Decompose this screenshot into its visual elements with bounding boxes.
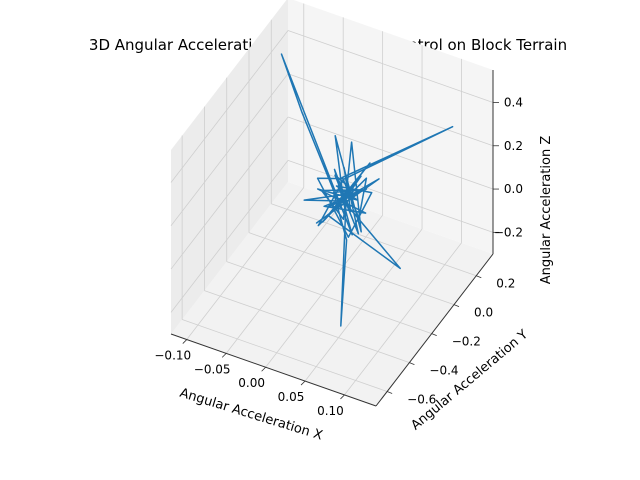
x-tick-mark xyxy=(261,366,266,372)
y-tick-label: 0.2 xyxy=(496,277,515,291)
floor-pane xyxy=(171,182,493,406)
x-tick-mark xyxy=(300,380,306,386)
z-tick-label: 0.2 xyxy=(504,139,523,153)
y-tick-label: −0.2 xyxy=(452,335,481,349)
y-gridline-floor xyxy=(271,203,477,277)
y-gridline-floor xyxy=(204,290,410,363)
y-tick-label: −0.4 xyxy=(429,364,458,378)
y-tick-label: −0.6 xyxy=(407,393,436,407)
z-gridline-back xyxy=(287,30,494,103)
z-tick-label: 0.4 xyxy=(504,95,523,109)
y-gridline-floor xyxy=(182,319,388,392)
z-gridline-left xyxy=(170,160,289,313)
z-gridline-back xyxy=(287,159,494,233)
z-gridline-left xyxy=(170,116,289,270)
y-gridline-floor xyxy=(226,261,432,334)
x-gridline-floor xyxy=(344,242,462,396)
z-gridline-left xyxy=(170,73,289,227)
x-tick-mark xyxy=(182,339,188,344)
series-line xyxy=(280,53,454,327)
axis-lines xyxy=(170,70,499,407)
x-tick-mark xyxy=(340,394,345,400)
y-gridline-floor xyxy=(248,232,455,306)
x-tick-label: 0.10 xyxy=(317,404,344,418)
tick-labels: −0.10−0.05 0.00 0.05 0.10 −0.6 −0.4 −0.2 0.0 0.2… xyxy=(154,95,523,417)
y-tick-mark xyxy=(386,391,393,394)
gridlines xyxy=(170,3,494,396)
x-tick-label: −0.10 xyxy=(154,349,191,363)
y-tick-mark xyxy=(431,333,437,336)
x-gridline-floor xyxy=(225,201,344,354)
plot-area xyxy=(280,53,454,327)
z-axis-label: Angular Acceleration Z xyxy=(539,136,554,285)
z-tick-label: −0.2 xyxy=(494,225,523,239)
x-tick-mark xyxy=(221,353,227,358)
x-tick-label: 0.05 xyxy=(278,390,305,404)
x-gridline-floor xyxy=(304,228,423,382)
y-tick-mark xyxy=(409,362,415,365)
y-tick-label: 0.0 xyxy=(474,306,493,320)
z-gridline-left xyxy=(170,30,289,183)
y-axis-line xyxy=(375,253,494,407)
y-tick-mark xyxy=(476,275,482,279)
x-gridline-floor xyxy=(186,187,305,340)
z-gridline-back xyxy=(287,116,494,190)
x-tick-label: −0.05 xyxy=(194,362,231,376)
x-tick-label: 0.00 xyxy=(238,376,265,390)
z-tick-label: 0.0 xyxy=(504,182,523,196)
z-gridline-back xyxy=(287,73,494,147)
left-pane xyxy=(171,0,288,334)
x-axis-line xyxy=(170,333,377,407)
y-tick-mark xyxy=(453,304,460,308)
